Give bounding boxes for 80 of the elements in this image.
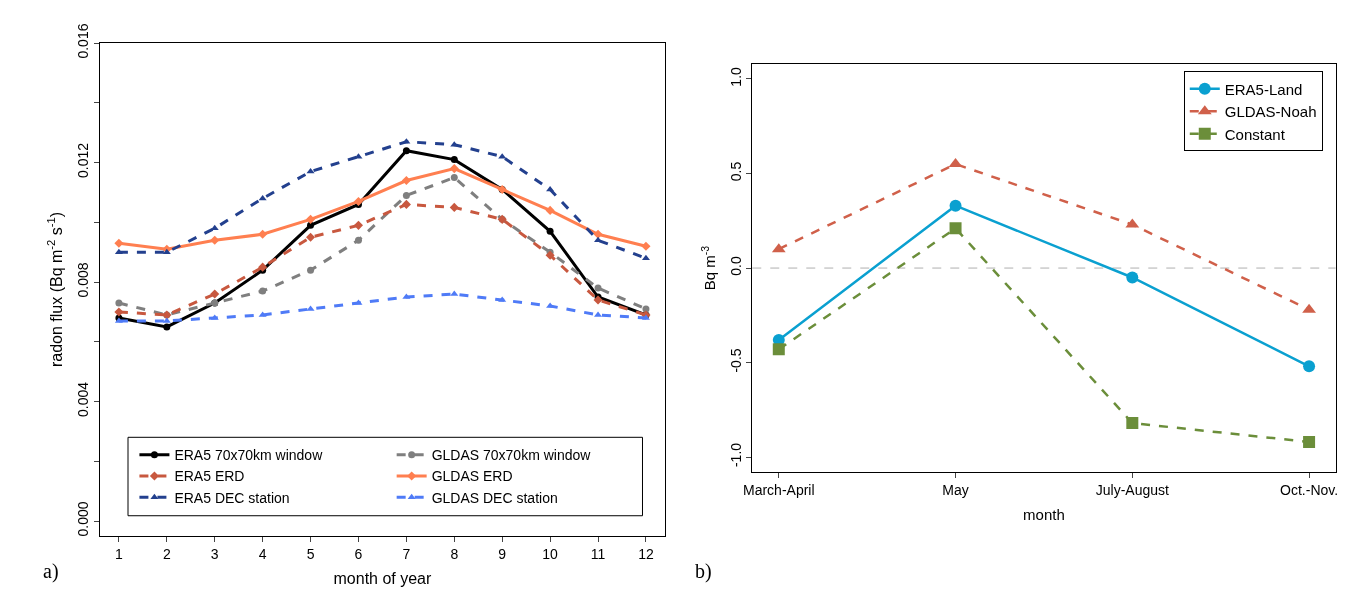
x-tick-label: March-April	[743, 482, 815, 499]
point	[306, 214, 316, 224]
point	[353, 196, 364, 206]
point	[401, 175, 411, 186]
point	[258, 194, 267, 201]
x-axis-title: month	[1023, 506, 1065, 524]
y-tick-label: -0.5	[727, 348, 744, 373]
point	[641, 241, 651, 251]
legend-label: GLDAS-Noah	[1224, 103, 1317, 121]
x-tick-label: 1	[115, 545, 123, 562]
y-tick-label: 0.012	[75, 142, 92, 179]
point	[258, 229, 268, 239]
point	[594, 284, 602, 292]
point	[450, 174, 458, 182]
point	[546, 185, 555, 192]
y-tick-label: 0.016	[75, 23, 92, 59]
y-tick-label: 0.0	[727, 256, 744, 276]
legend-label: GLDAS 70x70km window	[431, 447, 592, 464]
text: b)	[695, 560, 712, 583]
point	[258, 262, 268, 272]
point	[307, 266, 315, 274]
legend-label: ERA5-Land	[1224, 80, 1303, 98]
point	[1303, 360, 1316, 373]
point	[115, 299, 123, 307]
point	[114, 238, 124, 248]
point	[449, 202, 459, 212]
legend-label: ERA5 ERD	[174, 468, 245, 485]
x-tick-label: 4	[258, 545, 267, 562]
legend-label: Constant	[1224, 125, 1286, 143]
point	[210, 235, 220, 245]
point	[210, 224, 219, 231]
text: a)	[43, 560, 59, 583]
point	[449, 164, 459, 174]
legend-label: GLDAS ERD	[431, 468, 513, 485]
x-tick-label: 6	[354, 545, 363, 562]
point	[163, 323, 171, 331]
x-axis-title: month of year	[333, 570, 433, 588]
x-tick-label: 3	[210, 545, 219, 562]
y-tick-label: 0.5	[727, 161, 744, 182]
point	[1126, 417, 1139, 430]
legend-label: ERA5 70x70km window	[174, 447, 324, 464]
x-tick-label: 10	[542, 545, 559, 562]
x-tick-label: 5	[306, 545, 315, 562]
x-tick-label: 11	[590, 545, 606, 562]
point	[772, 343, 785, 356]
x-tick-label: July-August	[1095, 482, 1169, 499]
x-tick-label: 2	[162, 545, 171, 562]
legend-label: GLDAS DEC station	[431, 489, 558, 506]
point	[949, 199, 962, 212]
x-tick-label: 9	[498, 545, 507, 562]
point	[949, 222, 962, 235]
point	[114, 307, 124, 317]
y-tick-label: 0.008	[75, 262, 92, 298]
point	[1303, 435, 1316, 448]
point	[306, 232, 316, 242]
point	[210, 289, 220, 299]
point	[545, 205, 555, 215]
point	[401, 199, 411, 209]
point	[354, 236, 362, 244]
y-tick-label: 0.004	[75, 381, 92, 417]
point	[545, 250, 555, 260]
x-tick-label: 8	[450, 545, 459, 562]
point	[353, 220, 364, 230]
x-tick-label: 7	[402, 545, 411, 562]
x-tick-label: 12	[638, 545, 654, 562]
point	[1126, 271, 1139, 284]
point	[642, 305, 650, 313]
x-tick-label: Oct.-Nov.	[1280, 482, 1339, 499]
legend-label: ERA5 DEC station	[174, 489, 290, 506]
point	[593, 295, 603, 305]
point	[546, 227, 554, 235]
x-tick-label: May	[942, 482, 969, 499]
point	[450, 156, 458, 164]
y-tick-label: 1.0	[727, 66, 744, 87]
point	[259, 287, 267, 295]
point	[402, 147, 410, 155]
point	[593, 229, 603, 239]
y-tick-label: 0.000	[75, 501, 92, 537]
y-tick-label: -1.0	[727, 442, 744, 468]
point	[402, 191, 410, 199]
